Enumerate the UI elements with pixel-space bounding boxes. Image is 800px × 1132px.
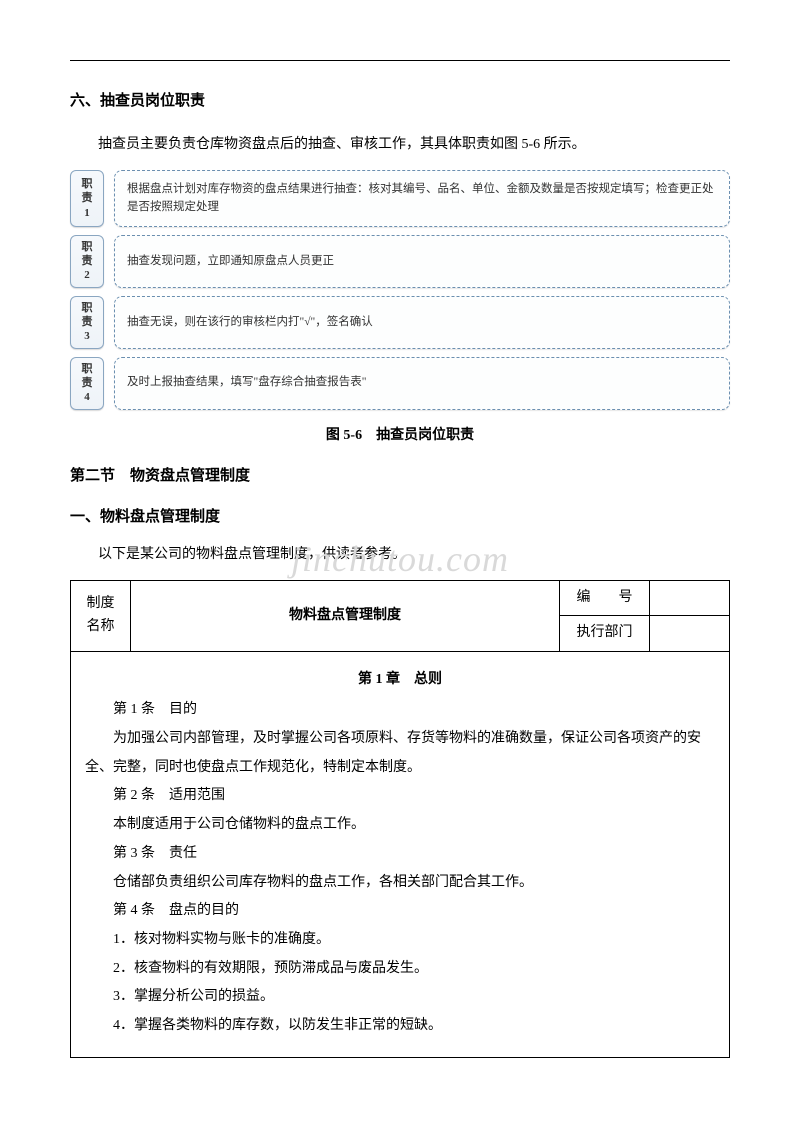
duty-tag-l1: 职 — [82, 301, 93, 315]
duty-tag-l1: 职 — [82, 362, 93, 376]
policy-left-l1: 制度 — [87, 596, 115, 611]
duty-tag-l2: 责 — [82, 376, 93, 390]
policy-article: 4．掌握各类物料的库存数，以防发生非正常的短缺。 — [85, 1012, 715, 1041]
policy-article: 第 4 条 盘点的目的 — [85, 897, 715, 926]
policy-code-label: 编 号 — [560, 580, 650, 615]
policy-left-label: 制度 名称 — [71, 580, 131, 651]
policy-article: 第 1 条 目的 — [85, 696, 715, 725]
policy-article: 第 2 条 适用范围 — [85, 782, 715, 811]
section-2-title: 第二节 物资盘点管理制度 — [70, 464, 730, 485]
duty-row: 职责1 根据盘点计划对库存物资的盘点结果进行抽查：核对其编号、品名、单位、金额及数… — [70, 170, 730, 227]
policy-title: 物料盘点管理制度 — [131, 580, 560, 651]
policy-article: 本制度适用于公司仓储物料的盘点工作。 — [85, 811, 715, 840]
duty-box: 根据盘点计划对库存物资的盘点结果进行抽查：核对其编号、品名、单位、金额及数量是否… — [114, 170, 730, 227]
duty-tag-l3: 2 — [84, 268, 90, 282]
duty-row: 职责3 抽查无误，则在该行的审核栏内打"√"，签名确认 — [70, 296, 730, 349]
duty-tag: 职责2 — [70, 235, 104, 288]
chapter-1-title: 第 1 章 总则 — [85, 666, 715, 695]
duty-box: 抽查无误，则在该行的审核栏内打"√"，签名确认 — [114, 296, 730, 349]
duty-tag-l2: 责 — [82, 254, 93, 268]
policy-code-value — [650, 580, 730, 615]
policy-left-l2: 名称 — [87, 619, 115, 634]
policy-header-table: 制度 名称 物料盘点管理制度 编 号 执行部门 — [70, 580, 730, 652]
duty-tag: 职责3 — [70, 296, 104, 349]
policy-article: 为加强公司内部管理，及时掌握公司各项原料、存货等物料的准确数量，保证公司各项资产… — [85, 725, 715, 782]
duty-tag-l2: 责 — [82, 191, 93, 205]
figure-caption: 图 5-6 抽查员岗位职责 — [70, 424, 730, 444]
policy-article: 1．核对物料实物与账卡的准确度。 — [85, 926, 715, 955]
duty-tag-l1: 职 — [82, 240, 93, 254]
top-rule — [70, 60, 730, 61]
duty-row: 职责4 及时上报抽查结果，填写"盘存综合抽查报告表" — [70, 357, 730, 410]
duty-tag-l3: 3 — [84, 329, 90, 343]
policy-dept-label: 执行部门 — [560, 616, 650, 651]
duty-tag-l3: 4 — [84, 390, 90, 404]
policy-body: 第 1 章 总则 第 1 条 目的为加强公司内部管理，及时掌握公司各项原料、存货… — [70, 652, 730, 1058]
heading-6: 六、抽查员岗位职责 — [70, 89, 730, 110]
duty-tag: 职责1 — [70, 170, 104, 227]
policy-article: 3．掌握分析公司的损益。 — [85, 983, 715, 1012]
intro-paragraph: 抽查员主要负责仓库物资盘点后的抽查、审核工作，其具体职责如图 5-6 所示。 — [70, 134, 730, 156]
policy-article: 仓储部负责组织公司库存物料的盘点工作，各相关部门配合其工作。 — [85, 869, 715, 898]
duty-box: 及时上报抽查结果，填写"盘存综合抽查报告表" — [114, 357, 730, 410]
policy-article: 第 3 条 责任 — [85, 840, 715, 869]
policy-article: 2．核查物料的有效期限，预防滞成品与废品发生。 — [85, 955, 715, 984]
policy-dept-value — [650, 616, 730, 651]
duties-figure: 职责1根据盘点计划对库存物资的盘点结果进行抽查：核对其编号、品名、单位、金额及数… — [70, 170, 730, 409]
duty-tag-l2: 责 — [82, 315, 93, 329]
duty-tag-l1: 职 — [82, 177, 93, 191]
duty-tag-l3: 1 — [84, 206, 90, 220]
duty-row: 职责2 抽查发现问题，立即通知原盘点人员更正 — [70, 235, 730, 288]
policy-table: 制度 名称 物料盘点管理制度 编 号 执行部门 第 1 章 总则 第 1 条 目… — [70, 580, 730, 1058]
duty-tag: 职责4 — [70, 357, 104, 410]
subsection-1-title: 一、物料盘点管理制度 — [70, 505, 730, 526]
duty-box: 抽查发现问题，立即通知原盘点人员更正 — [114, 235, 730, 288]
subsection-1-intro: 以下是某公司的物料盘点管理制度，供读者参考。 — [70, 544, 730, 566]
